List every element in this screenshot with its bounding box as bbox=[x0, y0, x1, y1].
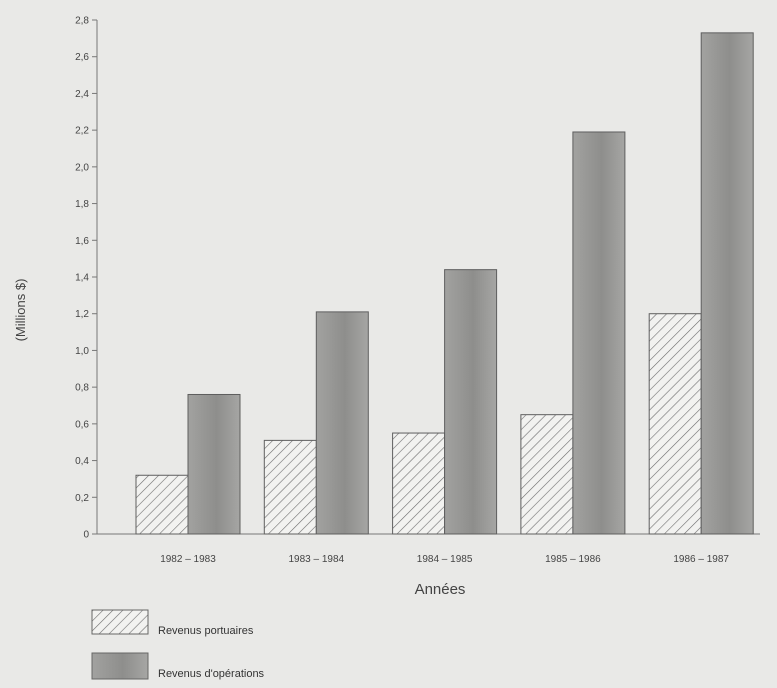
bar-revenus-operations bbox=[700, 32, 754, 535]
y-tick-label: 1,4 bbox=[75, 273, 89, 284]
y-tick-label: 0,6 bbox=[75, 419, 89, 430]
bars bbox=[135, 32, 754, 535]
bar-revenus-operations bbox=[187, 393, 241, 535]
bar-revenus-portuaires bbox=[263, 439, 317, 535]
y-tick-label: 2,6 bbox=[75, 52, 89, 63]
bar-revenus-portuaires bbox=[520, 414, 574, 535]
legend-label-revenus-operations: Revenus d'opérations bbox=[158, 668, 265, 680]
y-axis-title: (Millions $) bbox=[13, 279, 28, 342]
x-tick-label: 1984 – 1985 bbox=[417, 554, 473, 565]
bar-revenus-portuaires bbox=[392, 432, 446, 535]
bar-revenus-portuaires bbox=[135, 474, 189, 535]
y-tick-label: 1,8 bbox=[75, 199, 89, 210]
y-tick-label: 0,2 bbox=[75, 493, 89, 504]
x-tick-label: 1985 – 1986 bbox=[545, 554, 601, 565]
y-tick-label: 1,6 bbox=[75, 236, 89, 247]
x-axis: 1982 – 1983 1983 – 1984 1984 – 1985 1985 – … bbox=[97, 533, 760, 565]
x-tick-label: 1982 – 1983 bbox=[160, 554, 216, 565]
legend-label-revenus-portuaires: Revenus portuaires bbox=[158, 625, 254, 637]
bar-revenus-operations bbox=[444, 269, 498, 535]
y-axis: 0 0,2 0,4 0,6 0,8 1,0 1,2 1,4 1,6 1,8 2,0 2,2 2,4 2,6… bbox=[75, 16, 98, 541]
y-tick-label: 0,4 bbox=[75, 456, 89, 467]
x-tick-label: 1983 – 1984 bbox=[288, 554, 344, 565]
y-tick-label: 0,8 bbox=[75, 383, 89, 394]
y-tick-label: 2,2 bbox=[75, 126, 89, 137]
bar-revenus-operations bbox=[572, 131, 626, 535]
y-tick-label: 2,4 bbox=[75, 89, 89, 100]
bar-revenus-portuaires bbox=[648, 313, 702, 535]
y-tick-label: 0 bbox=[83, 530, 89, 541]
legend: Revenus portuaires Revenus d'opérations bbox=[91, 609, 265, 680]
bar-revenus-operations bbox=[315, 311, 369, 535]
y-tick-label: 2,8 bbox=[75, 16, 89, 27]
x-tick-label: 1986 – 1987 bbox=[673, 554, 729, 565]
legend-swatch-revenus-operations bbox=[91, 652, 149, 680]
y-tick-label: 2,0 bbox=[75, 162, 89, 173]
y-tick-label: 1,2 bbox=[75, 309, 89, 320]
x-axis-title: Années bbox=[415, 581, 466, 598]
legend-swatch-revenus-portuaires bbox=[91, 609, 149, 635]
y-tick-label: 1,0 bbox=[75, 346, 89, 357]
